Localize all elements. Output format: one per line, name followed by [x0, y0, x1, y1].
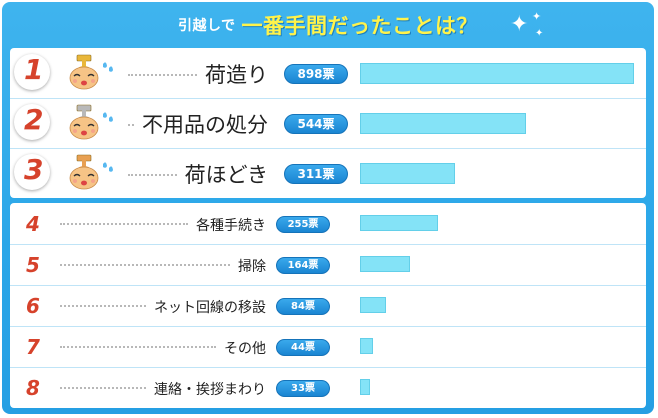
rank-number: 7 [26, 335, 40, 359]
rank-number: 5 [26, 253, 40, 277]
leader-dots [128, 74, 197, 76]
vote-badge: 44票 [276, 339, 330, 356]
sparkle-icon: ✦ [535, 28, 544, 39]
chart-frame: 引越しで 一番手間だったことは？ ✦ ✦ ✦ 1 荷造り 898票 2 不用品の処分 54… [2, 2, 654, 414]
vote-badge: 164票 [276, 257, 330, 274]
rank-number: 4 [26, 212, 40, 236]
bar-mark [360, 113, 526, 134]
medal-face-icon [62, 54, 116, 92]
category-label: 連絡・挨拶まわり [154, 382, 266, 398]
ranking-row: 3 荷ほどき 311票 [10, 148, 646, 198]
leader-dots [60, 264, 230, 266]
ranking-row: 8 連絡・挨拶まわり 33票 [10, 367, 646, 408]
category-label: 掃除 [238, 259, 266, 275]
bar-mark [360, 63, 634, 84]
vote-badge: 33票 [276, 380, 330, 397]
leader-dots [60, 223, 188, 225]
category-label: 荷ほどき [184, 163, 268, 187]
rank-number: 1 [24, 53, 44, 86]
chart-title: 引越しで 一番手間だったことは？ [2, 2, 654, 48]
rank-badge [14, 154, 50, 190]
lower-ranking-panel: 4 各種手続き 255票 5 掃除 164票 6 ネット回線の移設 84票 7 その他 44票 8 連絡・… [10, 203, 646, 408]
ranking-row: 7 その他 44票 [10, 326, 646, 367]
vote-badge: 255票 [276, 216, 330, 233]
sparkle-icon: ✦ [532, 10, 542, 23]
vote-badge: 544票 [284, 114, 348, 134]
medal-face-icon [62, 154, 116, 192]
ranking-row: 6 ネット回線の移設 84票 [10, 285, 646, 326]
bar-mark [360, 215, 438, 231]
top-ranking-panel: 1 荷造り 898票 2 不用品の処分 544票 3 荷ほどき 311票 [10, 48, 646, 198]
vote-badge: 311票 [284, 164, 348, 184]
ranking-row: 5 掃除 164票 [10, 244, 646, 285]
row-divider [10, 367, 646, 368]
rank-badge [14, 54, 50, 90]
bar-mark [360, 163, 455, 184]
category-label: その他 [224, 341, 266, 357]
row-divider [10, 285, 646, 286]
ranking-row: 4 各種手続き 255票 [10, 203, 646, 244]
bar-mark [360, 338, 373, 354]
title-prefix: 引越しで [177, 18, 236, 34]
rank-number: 2 [24, 103, 44, 136]
bar-mark [360, 256, 410, 272]
vote-badge: 898票 [284, 64, 348, 84]
ranking-row: 2 不用品の処分 544票 [10, 98, 646, 148]
vote-badge: 84票 [276, 298, 330, 315]
row-divider [10, 148, 646, 149]
bar-mark [360, 297, 386, 313]
leader-dots [128, 174, 177, 176]
rank-number: 8 [26, 376, 40, 400]
category-label: ネット回線の移設 [154, 300, 266, 316]
rank-badge [14, 104, 50, 140]
sparkle-icon: ✦ [510, 12, 529, 37]
title-question: 一番手間だったことは？ [241, 14, 479, 38]
row-divider [10, 326, 646, 327]
row-divider [10, 244, 646, 245]
ranking-row: 1 荷造り 898票 [10, 48, 646, 98]
row-divider [10, 98, 646, 99]
rank-number: 3 [24, 153, 44, 186]
category-label: 不用品の処分 [142, 113, 268, 137]
leader-dots [128, 124, 134, 126]
medal-face-icon [62, 104, 116, 142]
category-label: 荷造り [205, 63, 268, 87]
category-label: 各種手続き [196, 218, 266, 234]
rank-number: 6 [26, 294, 40, 318]
leader-dots [60, 387, 146, 389]
bar-mark [360, 379, 370, 395]
leader-dots [60, 346, 216, 348]
leader-dots [60, 305, 146, 307]
